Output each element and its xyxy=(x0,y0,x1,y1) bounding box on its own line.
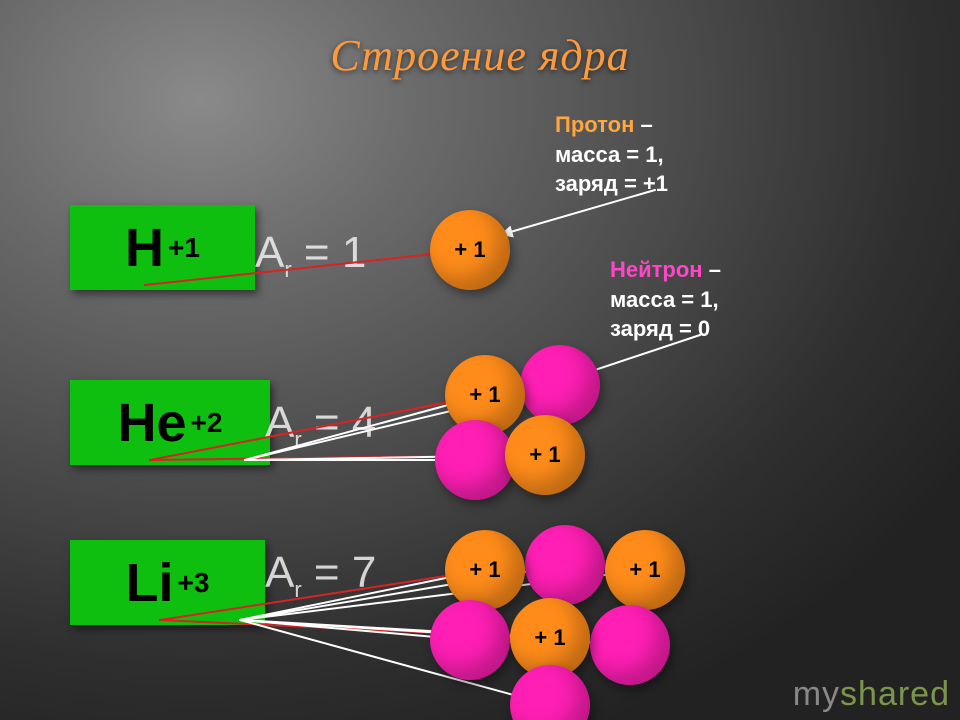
neutron xyxy=(430,600,510,680)
neutron xyxy=(520,345,600,425)
annot-proton: Протон – масса = 1, заряд = +1 xyxy=(555,110,668,199)
ar-h: Ar = 1 xyxy=(255,228,366,283)
neutron xyxy=(510,665,590,720)
annot-neutron: Нейтрон – масса = 1, заряд = 0 xyxy=(610,255,721,344)
neutron xyxy=(590,605,670,685)
ar-li: Ar = 7 xyxy=(265,548,376,603)
symbol-he: He xyxy=(118,396,187,450)
neutron xyxy=(435,420,515,500)
charge-h: +1 xyxy=(168,234,200,262)
element-box-he: He +2 xyxy=(70,380,270,465)
element-box-li: Li +3 xyxy=(70,540,265,625)
charge-li: +3 xyxy=(178,569,210,597)
charge-he: +2 xyxy=(191,409,223,437)
element-box-h: H +1 xyxy=(70,205,255,290)
ar-he: Ar = 4 xyxy=(265,398,376,453)
watermark: myshared xyxy=(793,675,950,714)
slide-title: Строение ядра xyxy=(0,30,960,81)
proton: + 1 xyxy=(505,415,585,495)
symbol-h: H xyxy=(125,221,164,275)
stage: Строение ядра H +1 He +2 Li +3 Ar = 1 Ar… xyxy=(0,0,960,720)
neutron xyxy=(525,525,605,605)
proton: + 1 xyxy=(430,210,510,290)
symbol-li: Li xyxy=(126,556,174,610)
proton: + 1 xyxy=(445,530,525,610)
proton: + 1 xyxy=(605,530,685,610)
